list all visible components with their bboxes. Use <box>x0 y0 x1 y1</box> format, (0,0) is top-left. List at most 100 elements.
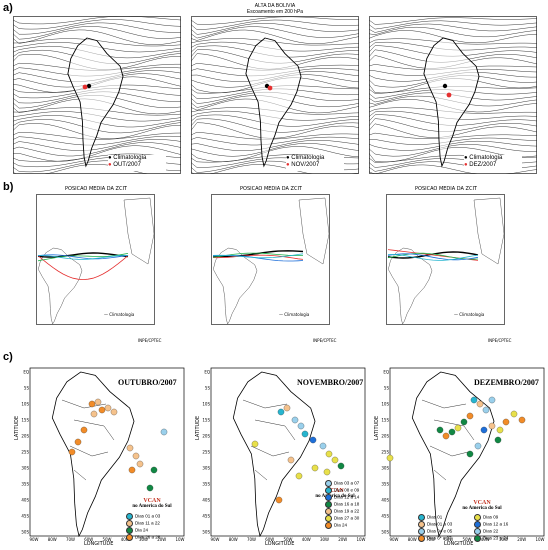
continent-outline <box>411 371 495 538</box>
legend-label: Dias 12 a 14 <box>334 494 360 500</box>
vcan-map-dec: EQ 5S 10S 15S 20S 25S 30S 35S 40S 45S 50S 90W 80W 70W… <box>374 360 548 548</box>
lon-tick-label: 70W <box>426 537 435 542</box>
streamline <box>13 164 148 174</box>
legend-swatch <box>126 513 133 520</box>
legend-label: Dias 01 a 03 <box>135 513 161 519</box>
inpe-label: INPE/CPTEC <box>488 338 512 343</box>
legend-swatch <box>325 487 332 494</box>
vcan-marker <box>454 424 462 432</box>
vcan-legend: Dias 01 a 03 Dias 11 a 22 Dia 24 Dias 26 a … <box>126 513 160 541</box>
vcan-marker <box>436 426 444 434</box>
legend-swatch <box>474 521 481 528</box>
vcan-marker <box>309 436 317 444</box>
lon-tick-label: 20W <box>517 537 526 542</box>
legend-item: Dia 24 <box>325 522 359 529</box>
legend-label: Dias 16 a 18 <box>334 501 360 507</box>
streamline <box>13 139 181 151</box>
lon-tick-label: 30W <box>139 537 148 542</box>
streamline <box>13 145 181 162</box>
legend-label: Dias 19 a 22 <box>334 508 360 514</box>
lat-tick-label: 40S <box>21 498 29 503</box>
legend-swatch <box>325 480 332 487</box>
lon-tick-label: 70W <box>66 537 75 542</box>
streamline <box>13 142 181 157</box>
legend-item: Dias 04 e 05 <box>418 528 452 535</box>
legend-item: Dias 01 <box>418 514 452 521</box>
africa-outline <box>298 197 330 265</box>
lat-tick-label: 35S <box>381 482 389 487</box>
vcan-marker <box>301 430 309 438</box>
month-marker <box>267 85 273 91</box>
vcan-sub: no America do Sul <box>462 506 502 511</box>
legend-swatch <box>325 501 332 508</box>
vcan-caption: VCAN no America do Sul <box>454 500 510 512</box>
legend-label: Dias 03 a 07 <box>334 480 360 486</box>
lat-tick-label: 30S <box>381 466 389 471</box>
lat-tick-label: 50S <box>381 530 389 535</box>
climatology-marker <box>86 83 92 89</box>
map-frame <box>13 16 181 174</box>
legend-label: Dias 22 <box>483 528 499 534</box>
legend-swatch <box>325 508 332 515</box>
vcan-marker <box>160 428 168 436</box>
continent-outline <box>423 37 480 168</box>
streamline <box>369 140 537 151</box>
vcan-marker <box>150 466 158 474</box>
vcan-marker <box>136 460 144 468</box>
lat-tick-label: 10S <box>202 402 210 407</box>
vcan-marker <box>275 496 283 504</box>
streamline <box>13 132 181 140</box>
legend-month: DEZ/2007 <box>469 162 497 168</box>
legend-item: Dias 27 a 30 <box>325 515 359 522</box>
zcit-svg <box>386 194 505 325</box>
continent-outline <box>38 247 83 325</box>
vcan-month-title: NOVEMBRO/2007 <box>297 378 364 387</box>
legend-item: Dias 19 a 22 <box>325 508 359 515</box>
inpe-label: INPE/CPTEC <box>138 338 162 343</box>
lon-tick-label: 80W <box>408 537 417 542</box>
vcan-marker <box>496 426 504 434</box>
lon-tick-label: 50W <box>283 537 292 542</box>
map-frame <box>191 16 359 174</box>
lat-tick-label: 20S <box>202 434 210 439</box>
vcan-marker <box>482 406 490 414</box>
streamline <box>369 137 537 145</box>
streamline <box>191 164 359 174</box>
lat-tick-label: 15S <box>381 418 389 423</box>
legend-label: Dias 11 a 22 <box>135 520 160 526</box>
vcan-map-nov: EQ 5S 10S 15S 20S 25S 30S 35S 40S 45S 50S 90W 80W 70W… <box>195 360 369 548</box>
vcan-marker <box>386 454 394 462</box>
lon-tick-label: 90W <box>389 537 398 542</box>
lat-tick-label: 30S <box>21 466 29 471</box>
vcan-marker <box>68 448 76 456</box>
vcan-marker <box>311 464 319 472</box>
vcan-caption: VCAN no America do Sul <box>124 498 180 510</box>
legend-item: Dias 01 a 03 <box>418 521 452 528</box>
legend-swatch <box>418 521 425 528</box>
zcit-line <box>37 255 129 281</box>
streamline <box>369 23 537 33</box>
vcan-marker <box>295 472 303 480</box>
streamline <box>191 136 359 146</box>
lon-tick-label: 10W <box>535 537 544 542</box>
legend-swatch <box>474 514 481 521</box>
legend-swatch <box>474 528 481 535</box>
inpe-label: INPE/CPTEC <box>313 338 337 343</box>
legend-box: ● Climatologia ● OUT/2007 <box>108 155 166 171</box>
lat-tick-label: EQ <box>23 370 29 375</box>
lon-tick-label: 80W <box>48 537 57 542</box>
lon-tick-label: 40W <box>481 537 490 542</box>
legend-label: Dias 23 a 24 <box>483 535 509 541</box>
vcan-marker <box>325 450 333 458</box>
zcit-map-nov: POSICAO MEDIA DA ZCIT — Climatologia INP… <box>203 186 339 348</box>
lon-tick-label: 70W <box>247 537 256 542</box>
legend-swatch <box>126 527 133 534</box>
month-marker <box>82 84 88 90</box>
row-a-title-line2: Escoamento em 200 hPa <box>246 9 304 15</box>
latitude-axis-label: LATITUDE <box>195 415 201 440</box>
lat-tick-label: 10S <box>381 402 389 407</box>
legend-item: Dias 09 <box>474 514 508 521</box>
vcan-marker <box>287 456 295 464</box>
lon-tick-label: 50W <box>462 537 471 542</box>
legend-swatch <box>126 520 133 527</box>
